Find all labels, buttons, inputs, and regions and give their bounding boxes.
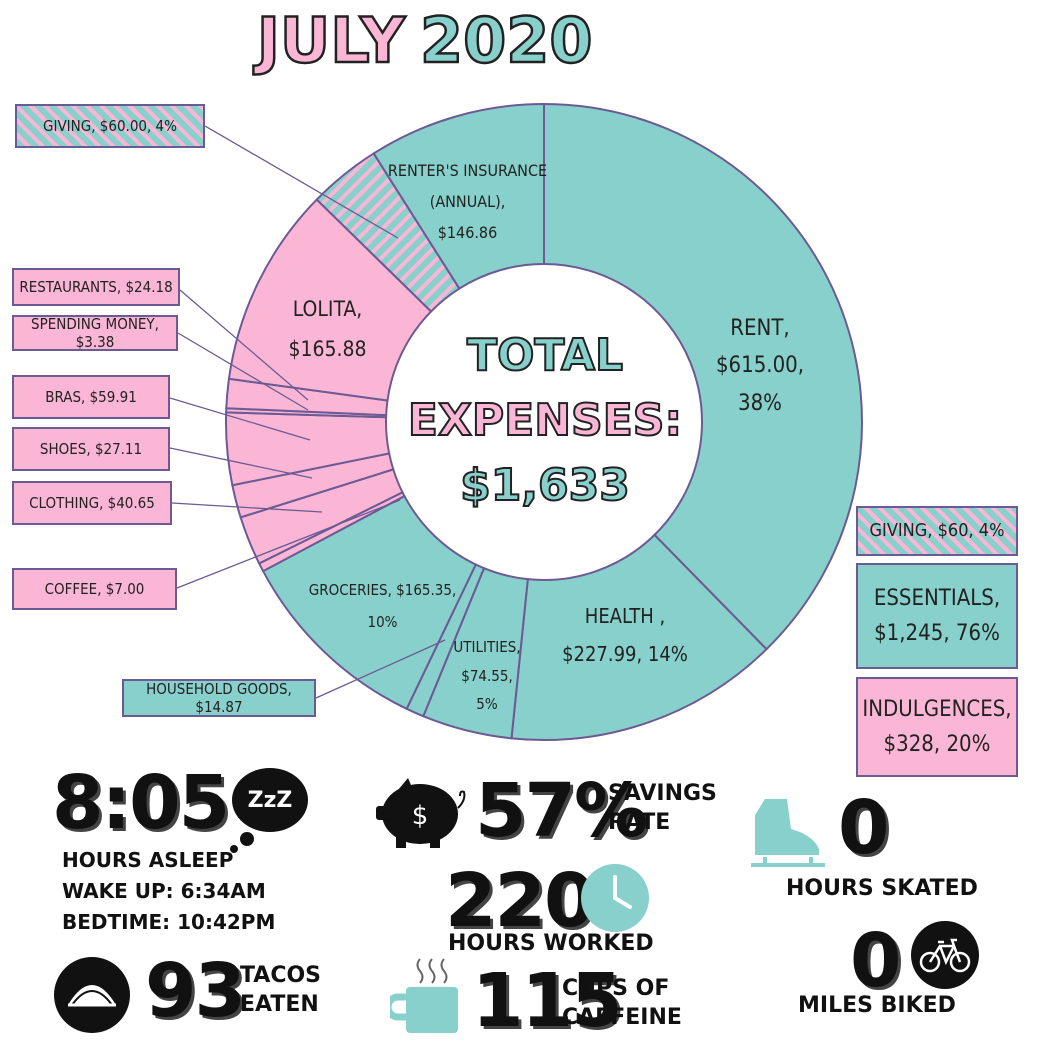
leader-shoes xyxy=(169,447,313,479)
center-line1: TOTAL xyxy=(467,330,623,381)
utilities-amount: $74.55, xyxy=(461,666,513,685)
slice-label-renters-insurance: RENTER'S INSURANCE (ANNUAL), $146.86 xyxy=(385,155,550,249)
slice-label-groceries: GROCERIES, $165.35, 10% xyxy=(300,575,465,638)
callout-household-goods: HOUSEHOLD GOODS, $14.87 xyxy=(122,679,316,717)
slice-renter-s-insurance-annual xyxy=(372,102,545,290)
lolita-amount: $165.88 xyxy=(288,336,367,361)
savings-labels: SAVINGS RATE xyxy=(608,780,717,837)
groceries-name: GROCERIES, $165.35, xyxy=(308,581,457,599)
slice-rent xyxy=(543,102,863,651)
bike-value: 0 xyxy=(850,918,901,1004)
title-month: JULY xyxy=(253,4,406,77)
page-title: JULY 2020 xyxy=(252,3,594,79)
center-total: TOTAL EXPENSES: $1,633 xyxy=(407,329,683,512)
thought-bubble-dot-small-icon xyxy=(230,845,238,853)
callout-shoes: SHOES, $27.11 xyxy=(12,427,170,471)
work-value: 220 xyxy=(445,858,595,944)
thought-bubble-dot-icon xyxy=(240,832,254,846)
caffeine-value: 115 xyxy=(472,958,622,1044)
leader-coffee xyxy=(176,499,401,589)
taco-icon xyxy=(54,957,130,1033)
sleep-value: 8:05 xyxy=(52,760,230,846)
sleep-label: HOURS ASLEEP xyxy=(62,848,234,872)
bed-time: BEDTIME: 10:42PM xyxy=(62,910,276,934)
title-year: 2020 xyxy=(420,4,593,77)
caffeine-label-2: CAFFEINE xyxy=(562,1004,682,1030)
piggy-bank-icon: $ xyxy=(376,778,466,848)
summary-essentials: ESSENTIALS, $1,245, 76% xyxy=(856,563,1018,669)
tacos-labels: TACOS EATEN xyxy=(240,962,321,1019)
indulgences-value: $328, 20% xyxy=(883,732,991,757)
utilities-percent: 5% xyxy=(476,695,498,713)
savings-value: 57% xyxy=(475,768,648,854)
piggy-dollar-sign: $ xyxy=(412,801,429,831)
rent-amount: $615.00, xyxy=(715,353,805,379)
caffeine-labels: CUPS OF CAFFEINE xyxy=(562,975,682,1032)
utilities-name: UTILITIES, xyxy=(453,638,521,656)
essentials-label: ESSENTIALS, xyxy=(873,585,1001,611)
tacos-label-1: TACOS xyxy=(240,963,322,988)
work-label: HOURS WORKED xyxy=(448,931,654,956)
callout-bras: BRAS, $59.91 xyxy=(12,375,170,419)
renters-name: RENTER'S INSURANCE xyxy=(387,161,548,180)
callout-coffee: COFFEE, $7.00 xyxy=(12,568,177,610)
leader-giving xyxy=(204,125,399,239)
callout-clothing: CLOTHING, $40.65 xyxy=(12,481,172,525)
renters-amount: $146.86 xyxy=(437,223,498,243)
ice-skate-icon xyxy=(751,799,825,867)
bike-label: MILES BIKED xyxy=(798,993,956,1018)
zzz-text: ZzZ xyxy=(247,787,293,813)
leader-clothing xyxy=(171,502,323,513)
health-name: HEALTH , xyxy=(584,604,666,628)
renters-sub: (ANNUAL), xyxy=(429,192,506,212)
caffeine-label-1: CUPS OF xyxy=(562,976,670,1001)
tacos-label-2: EATEN xyxy=(240,991,319,1017)
savings-label-2: RATE xyxy=(608,809,671,835)
callout-leader-lines xyxy=(169,125,446,699)
leader-restaurants xyxy=(179,289,309,401)
lolita-name: LOLITA, xyxy=(292,297,363,321)
leader-spending xyxy=(177,332,309,411)
wake-time: WAKE UP: 6:34AM xyxy=(62,879,266,903)
rent-percent: 38% xyxy=(738,390,782,416)
bicycle-icon xyxy=(911,921,979,989)
indulgences-label: INDULGENCES, xyxy=(862,696,1012,722)
sleep-labels: HOURS ASLEEP WAKE UP: 6:34AM BEDTIME: 10… xyxy=(62,845,275,938)
zzz-icon: ZzZ xyxy=(232,768,308,832)
health-amount: $227.99, 14% xyxy=(562,642,688,666)
slice-label-lolita: LOLITA, $165.88 xyxy=(280,290,375,370)
slice-label-health: HEALTH , $227.99, 14% xyxy=(545,597,705,673)
rent-name: RENT, xyxy=(730,316,790,341)
leader-bras xyxy=(169,397,311,441)
slice-health xyxy=(510,533,768,741)
skate-label: HOURS SKATED xyxy=(786,876,978,901)
savings-label-1: SAVINGS xyxy=(608,781,717,806)
callout-spending-money: SPENDING MONEY, $3.38 xyxy=(12,315,178,351)
coffee-cup-icon xyxy=(390,958,458,1033)
slice-label-utilities: UTILITIES, $74.55, 5% xyxy=(447,633,527,719)
callout-restaurants: RESTAURANTS, $24.18 xyxy=(12,268,180,306)
slice-label-rent: RENT, $615.00, 38% xyxy=(700,310,820,422)
center-total-value: $1,633 xyxy=(460,460,630,511)
clock-icon xyxy=(581,864,649,932)
summary-giving: GIVING, $60, 4% xyxy=(856,506,1018,556)
tacos-value: 93 xyxy=(145,948,246,1034)
callout-giving: GIVING, $60.00, 4% xyxy=(15,104,205,148)
essentials-value: $1,245, 76% xyxy=(874,621,1000,646)
summary-indulgences: INDULGENCES, $328, 20% xyxy=(856,677,1018,777)
center-line2: EXPENSES: xyxy=(408,395,682,446)
groceries-percent: 10% xyxy=(367,612,398,631)
skate-value: 0 xyxy=(838,785,889,871)
leader-household xyxy=(315,639,446,699)
